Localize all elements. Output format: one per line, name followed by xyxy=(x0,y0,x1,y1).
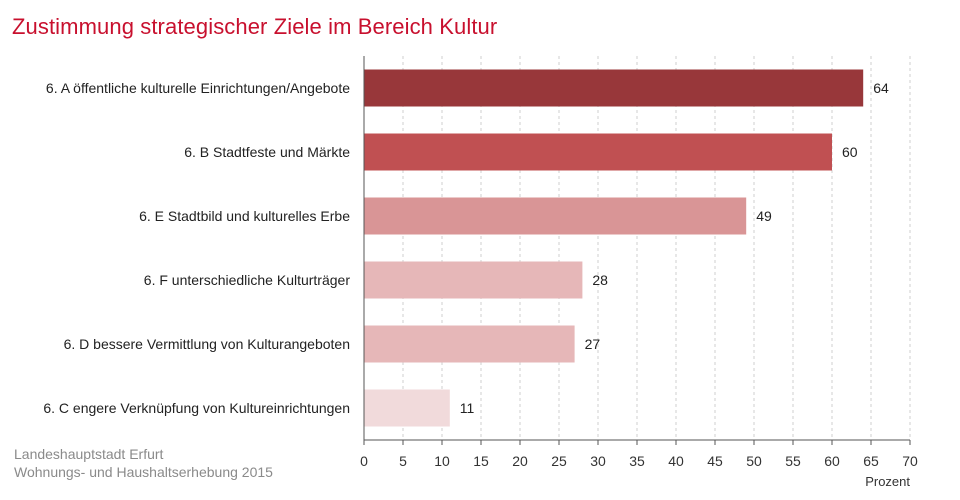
category-label: 6. B Stadtfeste und Märkte xyxy=(184,144,350,160)
value-label: 49 xyxy=(756,208,772,224)
category-label: 6. A öffentliche kulturelle Einrichtunge… xyxy=(46,80,350,96)
bar xyxy=(364,69,864,107)
bar xyxy=(364,133,832,171)
x-tick-label: 10 xyxy=(434,453,450,469)
bars xyxy=(364,69,864,427)
value-label: 60 xyxy=(842,144,858,160)
x-tick-label: 15 xyxy=(473,453,489,469)
x-tick-label: 0 xyxy=(360,453,368,469)
x-tick-label: 60 xyxy=(824,453,840,469)
source-line-1: Landeshauptstadt Erfurt xyxy=(14,446,164,462)
bar xyxy=(364,197,747,235)
x-axis-label: Prozent xyxy=(865,474,910,489)
chart-title: Zustimmung strategischer Ziele im Bereic… xyxy=(12,14,498,39)
category-label: 6. C engere Verknüpfung von Kultureinric… xyxy=(43,400,350,416)
x-tick-label: 45 xyxy=(707,453,723,469)
bar xyxy=(364,261,583,299)
grid-lines xyxy=(402,56,911,440)
x-tick-label: 25 xyxy=(551,453,567,469)
x-tick-label: 35 xyxy=(629,453,645,469)
category-label: 6. E Stadtbild und kulturelles Erbe xyxy=(139,208,350,224)
x-tick-label: 55 xyxy=(785,453,801,469)
source-line-2: Wohnungs- und Haushaltserhebung 2015 xyxy=(14,464,273,480)
x-tick-label: 50 xyxy=(746,453,762,469)
value-label: 28 xyxy=(592,272,608,288)
x-tick-label: 30 xyxy=(590,453,606,469)
value-label: 64 xyxy=(873,80,889,96)
x-tick-label: 5 xyxy=(399,453,407,469)
x-tick-label: 40 xyxy=(668,453,684,469)
x-tick-label: 65 xyxy=(863,453,879,469)
bar xyxy=(364,389,450,427)
x-tick-label: 70 xyxy=(902,453,918,469)
category-labels: 6. A öffentliche kulturelle Einrichtunge… xyxy=(43,80,350,416)
category-label: 6. D bessere Vermittlung von Kulturangeb… xyxy=(64,336,350,352)
category-label: 6. F unterschiedliche Kulturträger xyxy=(144,272,351,288)
x-axis: 0 5 10 15 20 25 30 35 40 45 50 55 60 65 70 xyxy=(360,56,918,469)
value-labels: 64 60 49 28 27 11 xyxy=(460,80,889,416)
value-label: 27 xyxy=(585,336,601,352)
value-label: 11 xyxy=(460,400,475,416)
x-tick-label: 20 xyxy=(512,453,528,469)
bar xyxy=(364,325,575,363)
